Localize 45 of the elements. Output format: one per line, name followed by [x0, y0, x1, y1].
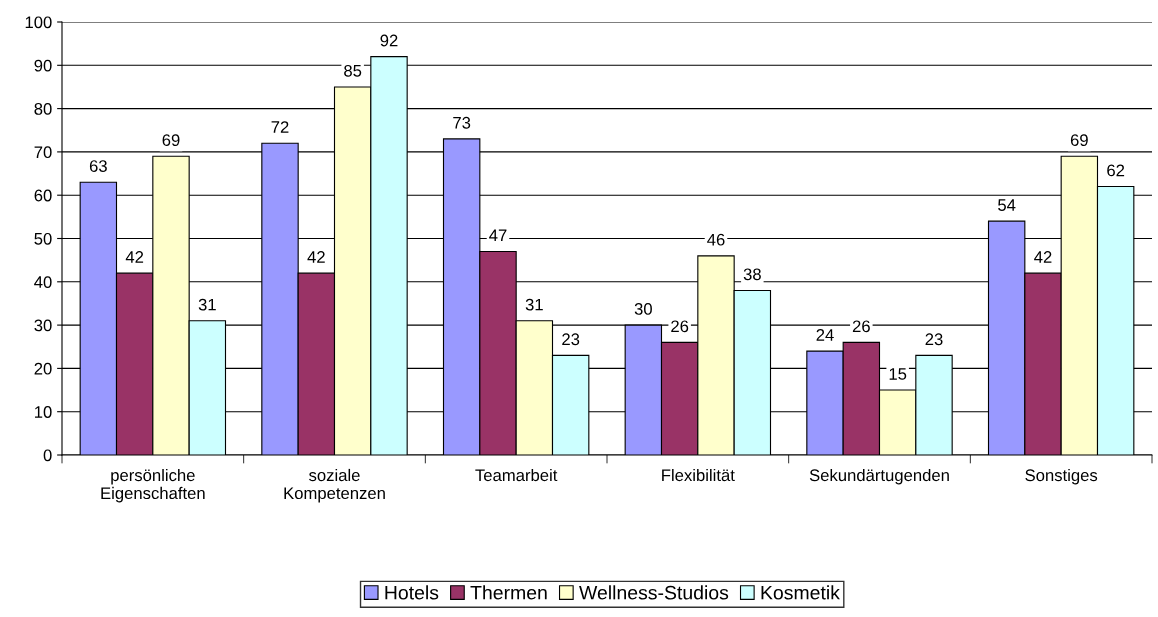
x-tick-label: soziale Kompetenzen [284, 468, 385, 503]
data-label: 54 [998, 199, 1016, 211]
y-tick-label: 100 [25, 16, 52, 29]
data-label: 23 [925, 333, 943, 346]
data-label: 47 [489, 229, 507, 242]
legend-label: Wellness-Studios [579, 585, 729, 600]
data-label: 23 [562, 333, 580, 346]
data-label: 69 [1070, 134, 1088, 146]
x-tick-label: Sekundärtugenden [809, 468, 949, 485]
data-label: 62 [1107, 164, 1125, 177]
y-tick-label: 10 [35, 406, 52, 418]
legend-label: Hotels [385, 585, 439, 600]
data-label: 73 [453, 116, 471, 129]
y-tick-label: 30 [34, 319, 52, 332]
legend-label: Kosmetik [761, 585, 840, 600]
data-label: 46 [707, 233, 725, 246]
data-label: 24 [816, 329, 834, 341]
y-tick-label: 70 [34, 146, 52, 159]
x-tick-label: Flexibilität [662, 468, 735, 482]
y-tick-label: 40 [34, 276, 52, 288]
data-label: 15 [889, 368, 907, 380]
data-label: 85 [344, 64, 362, 77]
y-tick-label: 80 [34, 103, 52, 115]
data-label: 31 [198, 298, 216, 311]
y-tick-label: 50 [34, 232, 52, 245]
data-label: 42 [307, 251, 325, 263]
y-tick-label: 60 [34, 189, 52, 202]
y-tick-label: 90 [34, 59, 52, 72]
x-tick-label: Sonstiges [1025, 468, 1098, 485]
legend-label: Thermen [470, 585, 547, 600]
data-label: 69 [162, 134, 180, 146]
data-label: 26 [852, 320, 870, 333]
data-label: 42 [1034, 251, 1052, 263]
x-tick-label: persönliche Eigenschaften [101, 468, 205, 503]
y-tick-label: 20 [34, 362, 52, 375]
x-tick-label: Teamarbeit [475, 468, 558, 482]
data-label: 42 [125, 251, 144, 263]
data-label: 30 [634, 303, 652, 315]
y-tick-label: 0 [43, 449, 52, 462]
data-label: 31 [525, 298, 543, 311]
data-label: 38 [743, 268, 761, 281]
data-label: 72 [271, 121, 289, 133]
data-label: 63 [89, 160, 107, 172]
data-label: 92 [380, 34, 398, 47]
data-label: 26 [671, 320, 689, 333]
